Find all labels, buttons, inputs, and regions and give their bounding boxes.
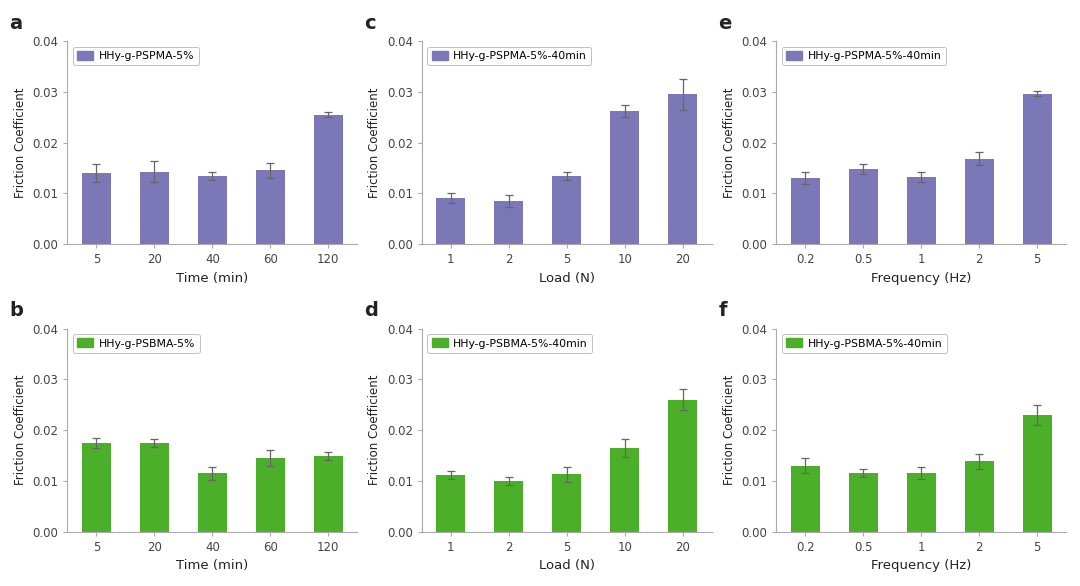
- Legend: HHy-g-PSBMA-5%-40min: HHy-g-PSBMA-5%-40min: [428, 334, 592, 353]
- Bar: [552, 474, 581, 532]
- X-axis label: Time (min): Time (min): [176, 559, 248, 572]
- Bar: [907, 473, 935, 532]
- Bar: [436, 475, 465, 532]
- Text: b: b: [10, 301, 24, 321]
- Bar: [82, 173, 111, 244]
- Text: c: c: [364, 14, 376, 33]
- Bar: [256, 171, 285, 244]
- Bar: [198, 473, 227, 532]
- Bar: [964, 462, 994, 532]
- Legend: HHy-g-PSPMA-5%-40min: HHy-g-PSPMA-5%-40min: [428, 46, 592, 66]
- X-axis label: Frequency (Hz): Frequency (Hz): [872, 559, 971, 572]
- Bar: [610, 111, 639, 244]
- Y-axis label: Friction Coefficient: Friction Coefficient: [723, 87, 735, 198]
- Bar: [140, 172, 168, 244]
- Bar: [256, 458, 285, 532]
- Bar: [552, 176, 581, 244]
- Bar: [314, 456, 342, 532]
- Bar: [1023, 415, 1052, 532]
- Y-axis label: Friction Coefficient: Friction Coefficient: [368, 87, 381, 198]
- Text: a: a: [10, 14, 23, 33]
- Y-axis label: Friction Coefficient: Friction Coefficient: [14, 375, 27, 485]
- Y-axis label: Friction Coefficient: Friction Coefficient: [368, 375, 381, 485]
- Bar: [907, 176, 935, 244]
- Text: d: d: [364, 301, 378, 321]
- Bar: [849, 169, 878, 244]
- X-axis label: Frequency (Hz): Frequency (Hz): [872, 272, 971, 285]
- Bar: [791, 465, 820, 532]
- Bar: [495, 481, 524, 532]
- Legend: HHy-g-PSBMA-5%-40min: HHy-g-PSBMA-5%-40min: [782, 334, 947, 353]
- Bar: [1023, 94, 1052, 244]
- Text: e: e: [718, 14, 732, 33]
- X-axis label: Time (min): Time (min): [176, 272, 248, 285]
- Legend: HHy-g-PSBMA-5%: HHy-g-PSBMA-5%: [72, 334, 200, 353]
- Bar: [791, 178, 820, 244]
- Bar: [495, 201, 524, 244]
- Legend: HHy-g-PSPMA-5%-40min: HHy-g-PSPMA-5%-40min: [782, 46, 946, 66]
- Bar: [314, 115, 342, 244]
- Bar: [669, 94, 698, 244]
- Bar: [198, 176, 227, 244]
- Bar: [964, 159, 994, 244]
- Y-axis label: Friction Coefficient: Friction Coefficient: [14, 87, 27, 198]
- Text: f: f: [718, 301, 727, 321]
- Bar: [436, 199, 465, 244]
- Legend: HHy-g-PSPMA-5%: HHy-g-PSPMA-5%: [72, 46, 199, 66]
- Bar: [610, 448, 639, 532]
- Bar: [849, 473, 878, 532]
- Bar: [140, 442, 168, 532]
- X-axis label: Load (N): Load (N): [539, 272, 595, 285]
- Y-axis label: Friction Coefficient: Friction Coefficient: [723, 375, 735, 485]
- Bar: [669, 400, 698, 532]
- Bar: [82, 442, 111, 532]
- X-axis label: Load (N): Load (N): [539, 559, 595, 572]
